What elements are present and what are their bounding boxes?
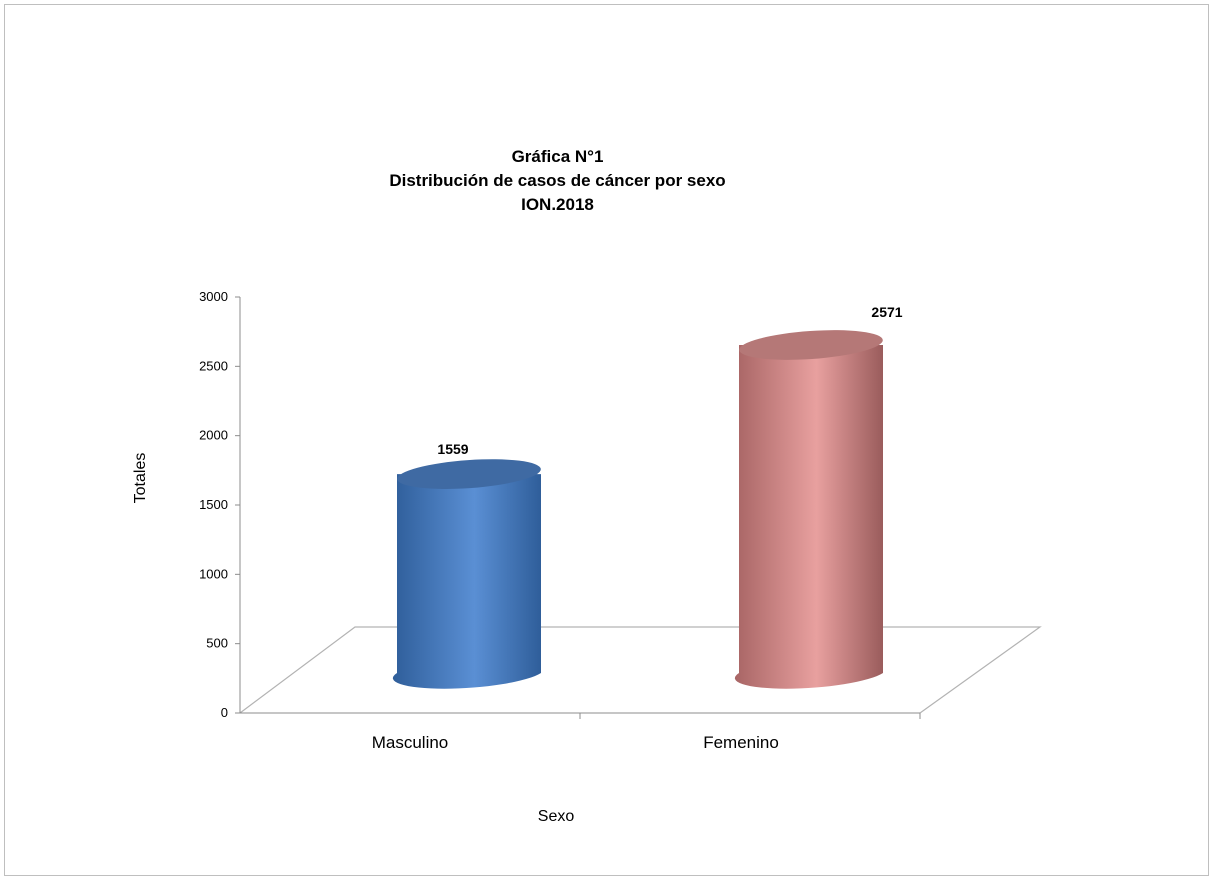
chart-title-line-1: Gráfica N°1 [511, 147, 604, 166]
floor-outline [239, 626, 1042, 714]
x-axis-title: Sexo [538, 808, 575, 825]
x-tick-label-femenino: Femenino [703, 733, 779, 752]
y-tick-label: 500 [206, 636, 228, 651]
y-tick-label: 1000 [199, 566, 228, 581]
x-tick-label-masculino: Masculino [372, 733, 449, 752]
data-label-femenino: 2571 [871, 304, 902, 320]
bars-group [392, 330, 883, 689]
chart-frame [4, 4, 1209, 876]
y-axis-title: Totales [132, 453, 149, 504]
bar-masculino [392, 474, 541, 689]
y-tick-label: 2500 [199, 358, 228, 373]
y-tick-label: 1500 [199, 497, 228, 512]
bar-top-femenino [739, 330, 883, 360]
y-tick-label: 0 [221, 705, 228, 720]
chart-title-line-3: ION.2018 [521, 195, 594, 214]
data-label-masculino: 1559 [437, 441, 468, 457]
chart-floor [239, 626, 1042, 714]
bar-femenino [734, 345, 883, 689]
y-axis: 0 500 1000 1500 2000 2500 3000 [199, 289, 921, 720]
chart-title-line-2: Distribución de casos de cáncer por sexo [389, 171, 726, 190]
y-tick-label: 3000 [199, 289, 228, 304]
y-tick-label: 2000 [199, 428, 228, 443]
labels-group: Totales Sexo 1559 Masculino 2571 Femenino [132, 304, 903, 825]
bar-top-masculino [397, 459, 541, 489]
